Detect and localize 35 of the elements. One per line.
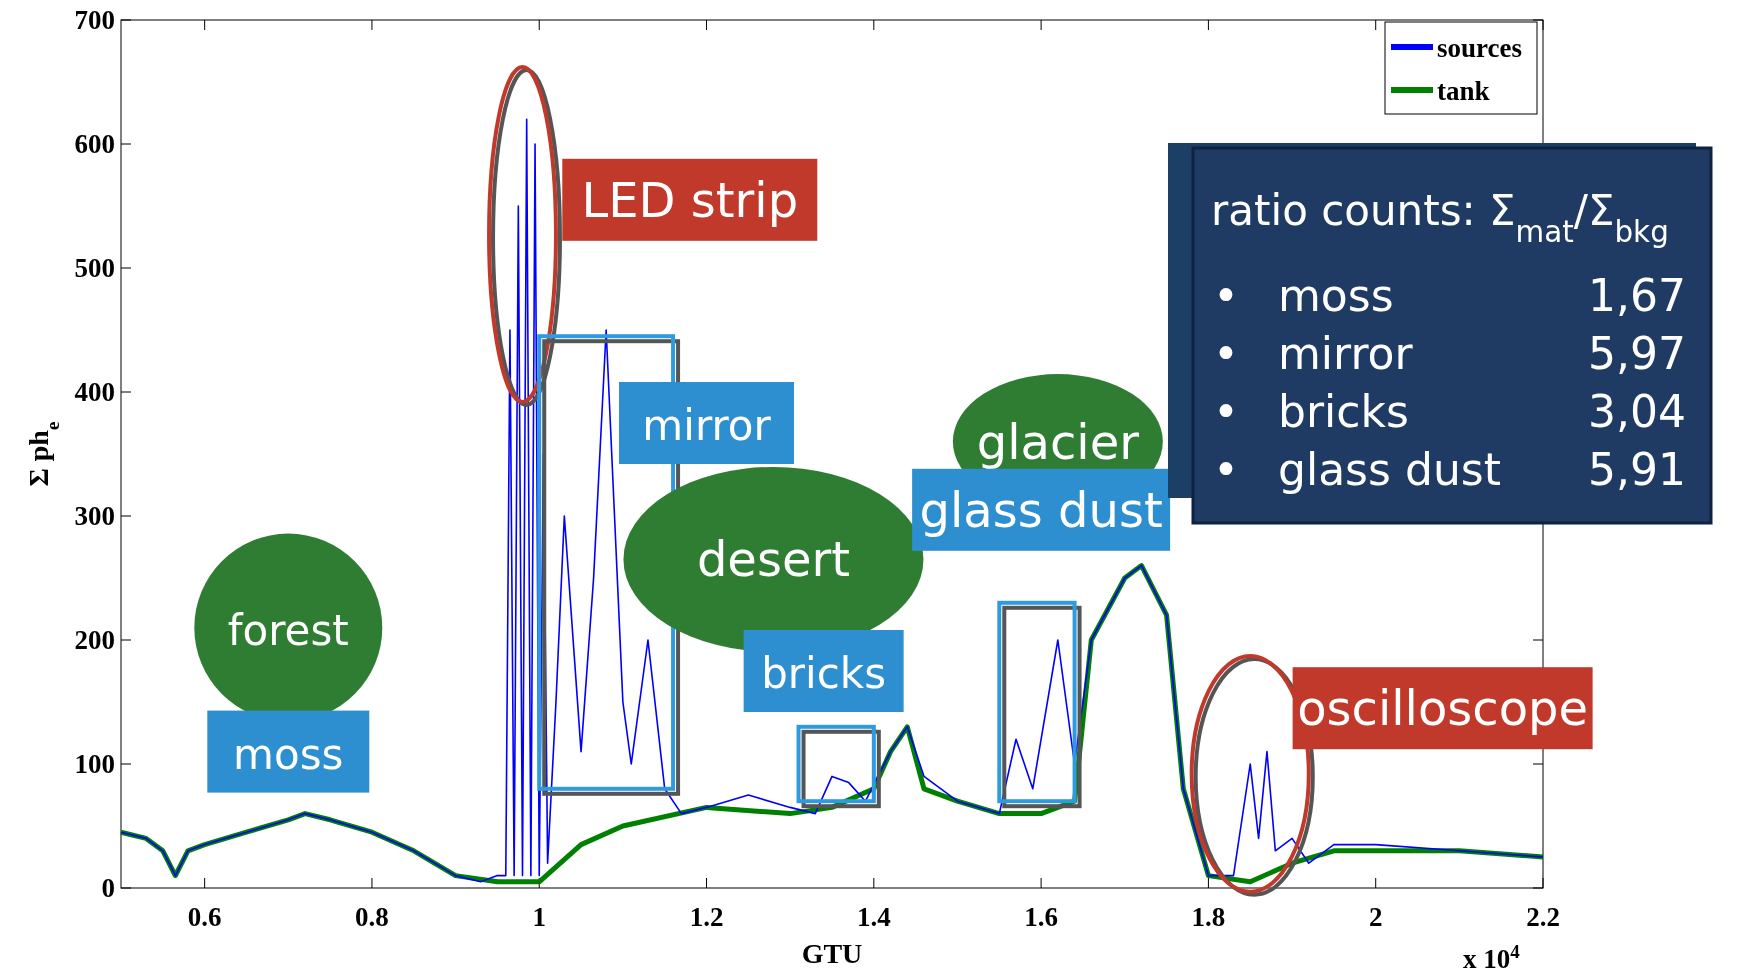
y-tick-label: 400 — [74, 377, 115, 407]
text: • mirror 5,97 — [1213, 328, 1686, 379]
x-axis-title: GTU — [801, 938, 863, 969]
x-tick-label: 0.8 — [355, 902, 389, 932]
text: • glass dust 5,91 — [1213, 444, 1686, 495]
x-tick-label: 1.4 — [856, 902, 891, 932]
annotation: glacier — [976, 413, 1140, 470]
legend-label: sources — [1437, 33, 1522, 63]
x-tick-label: 1.2 — [689, 902, 724, 932]
y-tick-label: 300 — [74, 501, 115, 531]
annotation: forest — [227, 605, 349, 655]
x-tick-label: 1.6 — [1024, 902, 1058, 932]
y-tick-label: 200 — [74, 625, 115, 655]
annotation: moss — [233, 729, 344, 779]
annotation: glass dust — [919, 481, 1163, 538]
annotation: bricks — [761, 649, 887, 698]
annotation: oscilloscope — [1297, 680, 1589, 737]
x-tick-label: 0.6 — [187, 902, 222, 932]
text: • bricks 3,04 — [1213, 386, 1686, 437]
text: • moss 1,67 — [1213, 270, 1686, 321]
y-tick-label: 0 — [101, 873, 115, 903]
x-tick-label: 2 — [1368, 902, 1383, 932]
y-tick-label: 500 — [74, 253, 115, 283]
legend-label: tank — [1437, 76, 1490, 106]
y-tick-label: 600 — [74, 129, 115, 159]
text: x 10$^{4}$ — [1463, 940, 1521, 974]
y-tick-label: 700 — [74, 5, 115, 35]
x-tick-label: 2.2 — [1526, 902, 1560, 932]
annotation: ratio counts: Σ$_{mat}$/Σ$_{bkg}$ — [1211, 186, 1669, 249]
x-tick-label: 1 — [532, 902, 546, 932]
annotation: mirror — [642, 401, 772, 450]
annotation: LED strip — [581, 171, 799, 228]
y-tick-label: 100 — [74, 749, 115, 779]
x-tick-label: 1.8 — [1191, 902, 1226, 932]
annotation: desert — [696, 531, 850, 588]
